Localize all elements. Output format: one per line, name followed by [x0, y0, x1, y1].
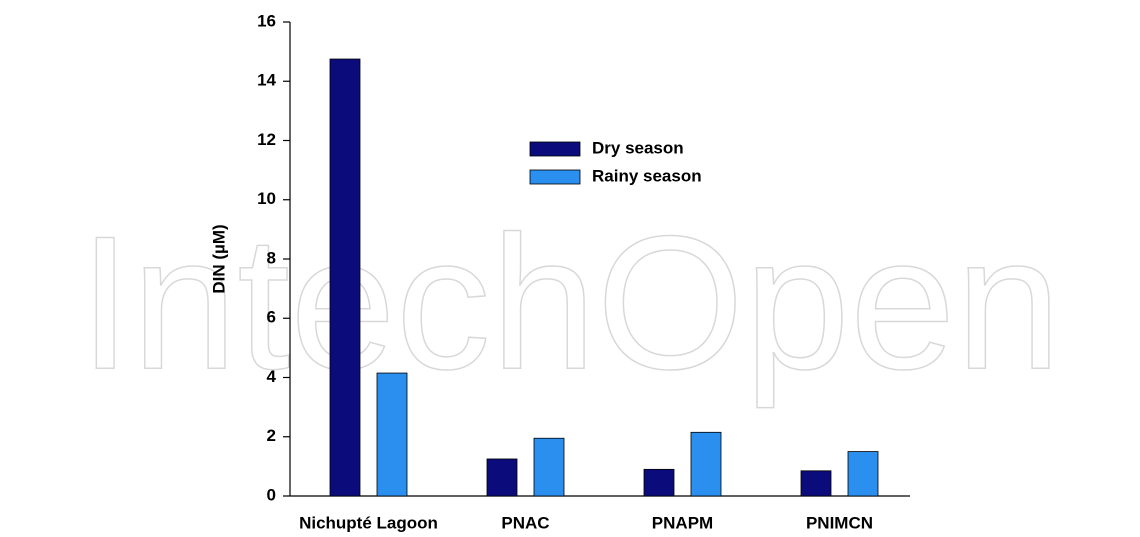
bar	[690, 431, 722, 497]
legend-label: Rainy season	[592, 166, 702, 185]
bar	[643, 468, 675, 497]
y-tick-label: 0	[267, 485, 276, 504]
bar	[847, 451, 879, 497]
legend-swatch	[529, 169, 581, 185]
watermark: IntechOpen	[79, 197, 1061, 409]
y-tick-label: 12	[257, 130, 276, 149]
y-axis-label: DIN (µM)	[209, 224, 228, 293]
y-tick-label: 4	[267, 367, 277, 386]
legend-label: Dry season	[592, 138, 684, 157]
bar	[376, 372, 408, 497]
y-tick-label: 16	[257, 11, 276, 30]
bar	[329, 58, 361, 497]
y-tick-label: 14	[257, 71, 276, 90]
bar	[486, 458, 518, 497]
bar	[533, 437, 565, 497]
x-tick-label: PNIMCN	[806, 513, 873, 532]
bar	[800, 470, 832, 497]
y-tick-label: 2	[267, 426, 276, 445]
y-tick-label: 8	[267, 248, 276, 267]
legend-swatch	[529, 141, 581, 157]
y-tick-label: 6	[267, 308, 276, 327]
x-tick-label: PNAC	[501, 513, 549, 532]
x-tick-label: Nichupté Lagoon	[299, 513, 438, 532]
y-tick-label: 10	[257, 189, 276, 208]
x-tick-label: PNAPM	[652, 513, 713, 532]
